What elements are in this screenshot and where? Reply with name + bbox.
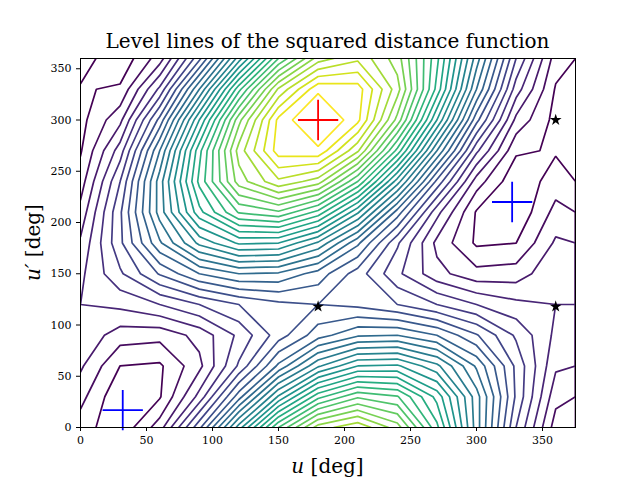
svg-text:100: 100 [51,319,72,332]
svg-text:u′ [deg]: u′ [deg] [21,204,45,281]
svg-text:150: 150 [51,267,72,280]
svg-text:300: 300 [466,434,487,447]
svg-text:200: 200 [51,216,72,229]
svg-text:350: 350 [532,434,553,447]
svg-text:250: 250 [51,165,72,178]
svg-text:100: 100 [202,434,223,447]
svg-text:150: 150 [268,434,289,447]
svg-text:200: 200 [334,434,355,447]
svg-text:250: 250 [400,434,421,447]
svg-text:0: 0 [65,421,72,434]
svg-text:50: 50 [58,370,72,383]
svg-text:350: 350 [51,62,72,75]
svg-text:50: 50 [140,434,154,447]
svg-text:0: 0 [77,434,84,447]
svg-text:300: 300 [51,114,72,127]
svg-text:Level lines of the squared dis: Level lines of the squared distance func… [106,29,550,53]
svg-text:u [deg]: u [deg] [291,454,363,478]
